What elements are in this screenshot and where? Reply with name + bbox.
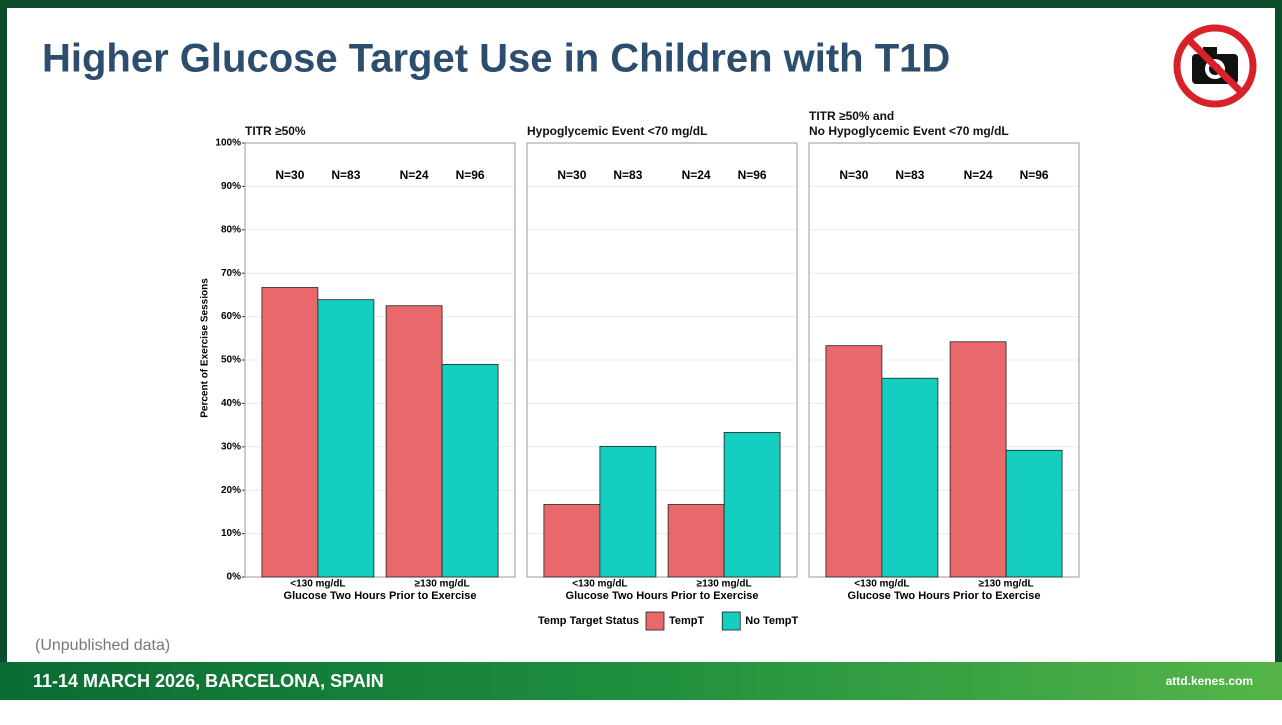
sample-size-label: N=96 xyxy=(738,168,767,182)
slide-title: Higher Glucose Target Use in Children wi… xyxy=(42,37,950,81)
x-tick-label: <130 mg/dL xyxy=(572,579,627,590)
x-tick-label: ≥130 mg/dL xyxy=(415,579,470,590)
bar xyxy=(723,432,781,578)
sample-size-label: N=83 xyxy=(613,168,642,182)
y-tick-label: 0% xyxy=(227,572,242,583)
bar xyxy=(317,299,375,578)
y-axis-label: Percent of Exercise Sessions xyxy=(200,278,211,418)
sample-size-label: N=24 xyxy=(682,168,711,182)
y-tick-label: 80% xyxy=(221,224,241,235)
y-tick-label: 40% xyxy=(221,398,241,409)
bar xyxy=(1005,449,1063,578)
y-tick-label: 70% xyxy=(221,268,241,279)
right-border xyxy=(1275,0,1282,662)
sample-size-label: N=24 xyxy=(964,168,993,182)
panel-title-box: TITR ≥50% and No Hypoglycemic Event <70 … xyxy=(809,109,1009,138)
sample-size-label: N=83 xyxy=(331,168,360,182)
legend: TempT No TempT xyxy=(645,611,798,631)
bar xyxy=(881,377,939,578)
sample-size-label: N=24 xyxy=(400,168,429,182)
sample-size-label: N=30 xyxy=(557,168,586,182)
bar xyxy=(599,445,657,578)
x-tick-label: <130 mg/dL xyxy=(290,579,345,590)
sample-size-label: N=96 xyxy=(456,168,485,182)
panel: TITR ≥50% and No Hypoglycemic Event <70 … xyxy=(808,109,1080,602)
legend-swatch xyxy=(721,611,741,631)
y-tick-label: 60% xyxy=(221,311,241,322)
y-tick-label: 100% xyxy=(215,138,241,149)
x-axis-label: Glucose Two Hours Prior to Exercise xyxy=(848,590,1041,602)
panel-title: TITR ≥50% and No Hypoglycemic Event <70 … xyxy=(809,109,1009,138)
x-axis-label: Glucose Two Hours Prior to Exercise xyxy=(284,590,477,602)
top-border xyxy=(0,0,1282,8)
panel-frame xyxy=(808,142,1080,578)
y-tick-label: 10% xyxy=(221,528,241,539)
no-camera-icon xyxy=(1173,24,1257,108)
panel-frame xyxy=(244,142,516,578)
panel: Hypoglycemic Event <70 mg/dL <130 mg/dL N=… xyxy=(526,124,798,602)
x-tick-label: ≥130 mg/dL xyxy=(979,579,1034,590)
footer-event: 11-14 MARCH 2026, BARCELONA, SPAIN xyxy=(33,671,384,691)
sample-size-label: N=83 xyxy=(895,168,924,182)
sample-size-label: N=96 xyxy=(1020,168,1049,182)
x-tick-label: ≥130 mg/dL xyxy=(697,579,752,590)
x-tick-label: <130 mg/dL xyxy=(854,579,909,590)
bar xyxy=(825,345,883,578)
bar xyxy=(543,504,601,578)
y-tick-label: 50% xyxy=(221,355,241,366)
y-tick-label: 30% xyxy=(221,441,241,452)
y-tick-label: 20% xyxy=(221,485,241,496)
panel-title: TITR ≥50% xyxy=(245,124,306,138)
panel: TITR ≥50% 0% 10% 20% 30% 40% 50% 60% 70% 80% 90% 10… xyxy=(215,124,516,602)
bar xyxy=(385,305,443,578)
x-axis-label: Glucose Two Hours Prior to Exercise xyxy=(566,590,759,602)
bar xyxy=(261,287,319,578)
footer-bar xyxy=(0,662,1282,700)
left-border xyxy=(0,0,7,662)
y-tick-label: 90% xyxy=(221,181,241,192)
footer-website: attd.kenes.com xyxy=(1166,674,1253,688)
panel-title: Hypoglycemic Event <70 mg/dL xyxy=(527,124,708,138)
panel-title-box: Hypoglycemic Event <70 mg/dL xyxy=(527,124,708,138)
legend-label: TempT xyxy=(669,615,705,627)
sample-size-label: N=30 xyxy=(839,168,868,182)
panel-title-box: TITR ≥50% xyxy=(245,124,306,138)
sample-size-label: N=30 xyxy=(275,168,304,182)
bar xyxy=(441,363,499,578)
bar xyxy=(667,504,725,578)
legend-title: Temp Target Status xyxy=(538,615,639,627)
legend-label: No TempT xyxy=(745,615,798,627)
legend-swatch xyxy=(645,611,665,631)
bar xyxy=(949,341,1007,578)
footnote: (Unpublished data) xyxy=(35,637,170,654)
panel-frame xyxy=(526,142,798,578)
